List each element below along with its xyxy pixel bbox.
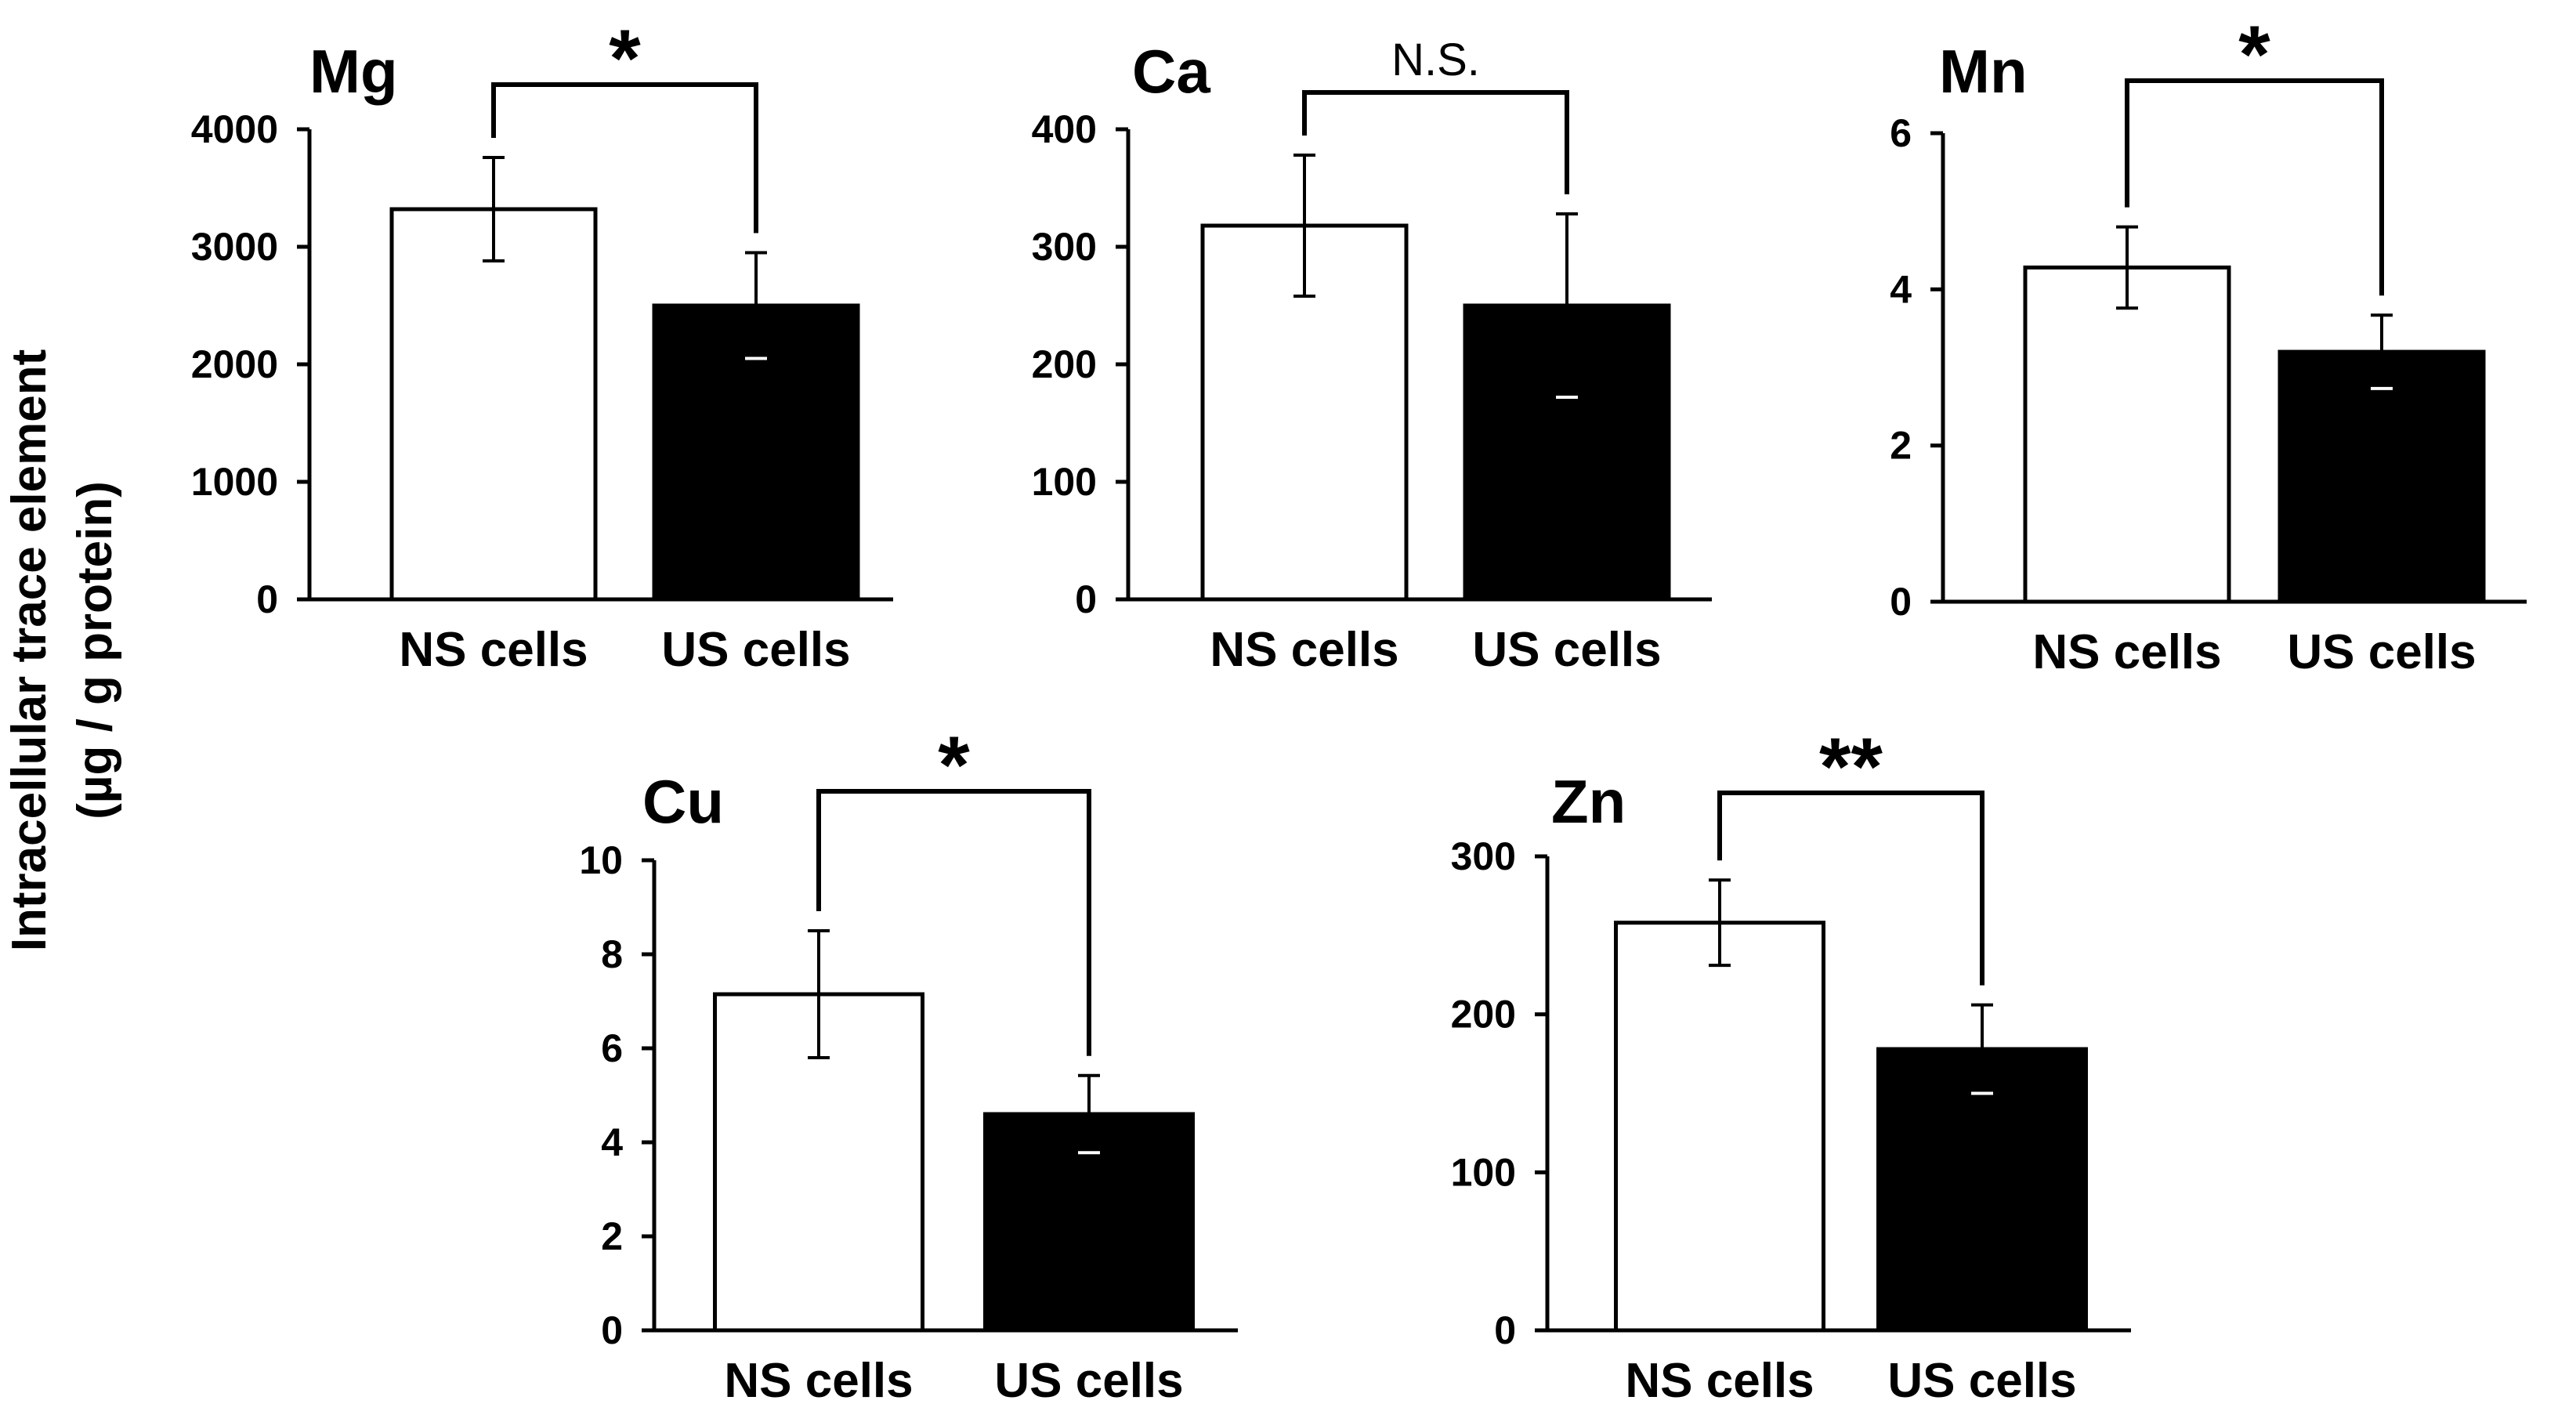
ca-y-tick-label: 0 (1075, 577, 1097, 621)
cu-y-tick-label: 0 (601, 1308, 623, 1352)
mn-significance-label: * (2238, 9, 2270, 100)
ca-category-label-ns: NS cells (1210, 623, 1398, 677)
zn-bar-ns (1614, 921, 1825, 1333)
zn-panel-title: Zn (1551, 767, 1626, 836)
figure-ylabel-line1: Intracellular trace element (2, 349, 56, 951)
mg-significance-label: * (609, 13, 641, 104)
cu-significance-bracket (816, 789, 1091, 1056)
mn-y-tick-label: 4 (1890, 267, 1912, 311)
cu-y-tick-label: 4 (601, 1120, 623, 1164)
zn-bar-us (1876, 1047, 2088, 1333)
mn-category-label-ns: NS cells (2032, 625, 2221, 679)
cu-panel-title: Cu (642, 767, 724, 836)
zn-significance-bracket (1717, 791, 1984, 986)
mn-y-tick-label: 0 (1890, 580, 1912, 624)
chart-panel-mn: 0 2 4 6 NS cells US cells Mn * (1890, 9, 2527, 679)
cu-category-label-ns: NS cells (724, 1354, 913, 1408)
mg-y-tick-label: 0 (256, 577, 278, 621)
ca-y-tick-label: 300 (1032, 225, 1097, 269)
mg-significance-bracket (491, 82, 758, 233)
mg-category-label-ns: NS cells (399, 623, 588, 677)
ca-y-tick-label: 400 (1032, 107, 1097, 151)
mg-bar-ns (389, 207, 598, 602)
mn-y-tick-label: 2 (1890, 424, 1912, 468)
zn-y-tick-label: 200 (1451, 993, 1516, 1037)
ca-category-label-us: US cells (1472, 623, 1661, 677)
mn-y-tick-label: 6 (1890, 111, 1912, 155)
cu-y-tick-label: 10 (579, 838, 623, 882)
zn-significance-label: ** (1819, 722, 1883, 812)
mg-y-tick-label: 4000 (191, 107, 278, 151)
mg-y-tick-label: 3000 (191, 225, 278, 269)
mn-significance-bracket (2125, 78, 2384, 296)
mn-bar-us (2278, 349, 2486, 604)
chart-panel-cu: 0 2 4 6 8 10 NS cells US cells Cu * (579, 720, 1238, 1408)
mg-category-label-us: US cells (661, 623, 850, 677)
mn-bar-ns (2023, 265, 2231, 604)
mg-panel-title: Mg (309, 37, 398, 106)
ca-significance-bracket (1302, 90, 1569, 194)
zn-y-tick-label: 300 (1451, 834, 1516, 878)
cu-category-label-us: US cells (994, 1354, 1183, 1408)
cu-significance-label: * (938, 720, 970, 811)
cu-y-tick-label: 6 (601, 1026, 623, 1070)
mn-category-label-us: US cells (2287, 625, 2476, 679)
zn-category-label-ns: NS cells (1625, 1354, 1814, 1408)
ca-y-tick-label: 100 (1032, 460, 1097, 504)
mn-panel-title: Mn (1939, 37, 2028, 106)
ca-y-tick-label: 200 (1032, 342, 1097, 386)
mg-y-tick-label: 2000 (191, 342, 278, 386)
ca-panel-title: Ca (1132, 37, 1210, 106)
cu-y-tick-label: 8 (601, 932, 623, 976)
zn-y-tick-label: 0 (1494, 1308, 1516, 1352)
zn-y-tick-label: 100 (1451, 1150, 1516, 1194)
zn-category-label-us: US cells (1887, 1354, 2076, 1408)
chart-panel-mg: 0 1000 2000 3000 4000 NS cells US cells Mg * (191, 13, 893, 677)
mg-y-tick-label: 1000 (191, 460, 278, 504)
figure-ylabel-line2: (µg / g protein) (68, 481, 122, 820)
chart-panel-zn: 0 100 200 300 NS cells US cells Zn ** (1451, 722, 2131, 1408)
ca-significance-label: N.S. (1391, 34, 1480, 85)
cu-y-tick-label: 2 (601, 1214, 623, 1258)
chart-panel-ca: 0 100 200 300 400 NS cells US cells Ca N.S. (1032, 34, 1712, 677)
